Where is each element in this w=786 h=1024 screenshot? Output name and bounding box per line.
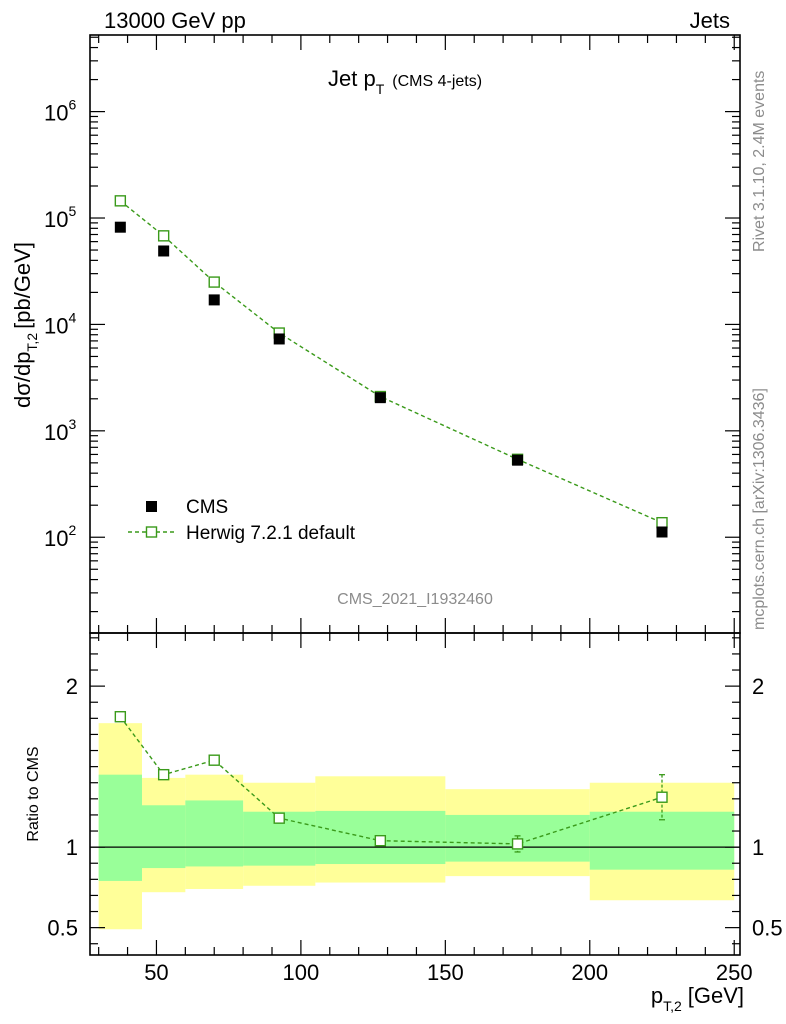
- ratio-point: [114, 711, 127, 723]
- main-y-label-main: dσ/dp: [10, 352, 35, 408]
- main-y-tick-exponent: 6: [68, 97, 76, 113]
- ratio-point: [157, 768, 170, 781]
- header-left: 13000 GeV pp: [104, 8, 246, 33]
- ratio-y-axis-label: Ratio to CMS: [25, 746, 42, 841]
- main-y-axis-label: dσ/dpT,2 [pb/GeV]: [10, 242, 40, 408]
- data-point: [273, 333, 285, 345]
- ratio-point: [273, 812, 285, 824]
- plot-title: Jet pT (CMS 4-jets): [328, 66, 482, 97]
- x-label-unit: [GeV]: [688, 983, 744, 1008]
- mc-point: [114, 195, 127, 207]
- main-y-tick-label: 105: [44, 203, 76, 232]
- main-y-tick-exponent: 2: [68, 522, 76, 538]
- mc-points: [114, 195, 668, 529]
- ratio-x-tick-label: 200: [571, 960, 608, 985]
- main-y-label-sub: T,2: [24, 333, 40, 352]
- ratio-point: [208, 754, 220, 766]
- band-inner-segment: [142, 805, 186, 869]
- ratio-point: [656, 791, 668, 803]
- main-y-tick-exponent: 5: [68, 203, 76, 219]
- main-axis-ticks: [90, 35, 740, 633]
- mc-point: [157, 230, 170, 242]
- ratio-y-tick-label-left: 0.5: [47, 916, 78, 941]
- main-y-tick-base: 10: [44, 420, 68, 445]
- ratio-y-tick-labels: 0.5 0.5 1 1 2 2: [47, 674, 782, 941]
- band-inner-segment: [98, 774, 142, 881]
- x-label-sub: T,2: [663, 998, 682, 1014]
- ratio-x-tick-labels: 50 100 150 200 250: [144, 960, 752, 985]
- main-y-tick-base: 10: [44, 526, 68, 551]
- main-y-tick-label: 102: [44, 522, 76, 551]
- analysis-watermark: CMS_2021_I1932460: [337, 591, 493, 608]
- data-points: [114, 221, 668, 538]
- data-point: [114, 221, 126, 233]
- ratio-frame: [89, 632, 741, 956]
- title-main: Jet p: [328, 66, 376, 91]
- ratio-point: [511, 838, 524, 850]
- ratio-x-tick-label: 100: [283, 960, 320, 985]
- legend-mc-marker: [145, 526, 158, 538]
- main-y-tick-label: 104: [44, 309, 76, 338]
- main-y-tick-base: 10: [44, 313, 68, 338]
- title-suffix: (CMS 4-jets): [392, 73, 482, 90]
- ratio-y-tick-label-left: 1: [66, 835, 78, 860]
- data-point: [512, 454, 524, 466]
- main-y-tick-label: 106: [44, 97, 76, 126]
- legend: CMS Herwig 7.2.1 default: [128, 497, 356, 544]
- mcplots-label: mcplots.cern.ch [arXiv:1306.3436]: [751, 388, 768, 630]
- ratio-axis-ticks: [90, 633, 740, 955]
- ratio-y-tick-label-left: 2: [66, 674, 78, 699]
- ratio-x-tick-label: 150: [427, 960, 464, 985]
- data-point: [208, 294, 220, 306]
- data-point: [656, 526, 668, 538]
- mc-point: [656, 516, 668, 529]
- legend-data-marker: [146, 501, 157, 512]
- ratio-x-tick-label: 250: [716, 960, 753, 985]
- title-sub: T: [376, 81, 385, 97]
- legend-mc-label: Herwig 7.2.1 default: [186, 523, 356, 544]
- ratio-point: [374, 834, 387, 847]
- ratio-x-tick-label: 50: [144, 960, 168, 985]
- mc-point: [208, 276, 220, 288]
- ratio-mc-points: [114, 711, 668, 853]
- main-y-tick-exponent: 3: [68, 416, 76, 432]
- data-point: [374, 392, 386, 404]
- band-inner-segment: [185, 800, 244, 867]
- ratio-y-tick-label-right: 0.5: [752, 916, 783, 941]
- main-y-label-unit: [pb/GeV]: [10, 242, 35, 329]
- ratio-panel: 0.5 0.5 1 1 2 2 50 100 150 200 250: [47, 632, 783, 985]
- header-right: Jets: [690, 8, 730, 33]
- main-y-tick-base: 10: [44, 207, 68, 232]
- ratio-y-tick-label-right: 2: [752, 674, 764, 699]
- ratio-y-tick-label-right: 1: [752, 835, 764, 860]
- legend-data-label: CMS: [186, 497, 228, 518]
- main-y-tick-base: 10: [44, 101, 68, 126]
- x-axis-label: pT,2 [GeV]: [651, 983, 744, 1014]
- data-point: [158, 245, 170, 257]
- main-y-tick-exponent: 4: [68, 309, 76, 325]
- band-inner-segment: [589, 811, 735, 870]
- rivet-label: Rivet 3.1.10, 2.4M events: [751, 71, 768, 252]
- mc-line: [119, 200, 663, 524]
- main-y-tick-label: 103: [44, 416, 76, 445]
- x-label-main: p: [651, 983, 663, 1008]
